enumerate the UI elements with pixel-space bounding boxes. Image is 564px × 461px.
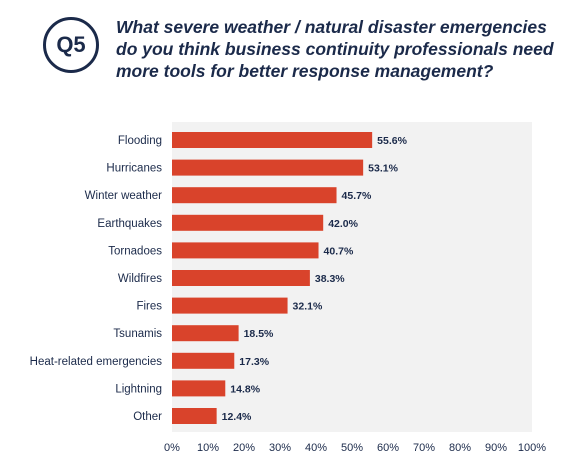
x-tick-label: 30% [269, 442, 291, 454]
bar [172, 380, 226, 397]
x-axis-ticks-group: 0% 10% 20% 30% 40% 50% 60% 70% 80% 90% 100% [164, 442, 546, 454]
x-tick-label: 50% [341, 442, 363, 454]
value-label: 14.8% [230, 383, 260, 395]
bar [172, 187, 337, 204]
category-label: Winter weather [85, 190, 163, 202]
category-label: Other [133, 411, 162, 423]
x-tick-label: 20% [233, 442, 255, 454]
x-tick-label: 0% [164, 442, 180, 454]
category-label: Tornadoes [108, 245, 162, 257]
value-label: 42.0% [328, 218, 358, 230]
value-label: 38.3% [315, 273, 345, 285]
bar [172, 270, 310, 286]
bar [172, 242, 319, 259]
bars-group [172, 132, 373, 424]
question-title: What severe weather / natural disaster e… [116, 17, 554, 81]
x-tick-label: 10% [197, 442, 219, 454]
x-tick-label: 100% [518, 442, 546, 454]
x-tick-label: 70% [413, 442, 435, 454]
question-badge: Q5 [43, 17, 99, 73]
bar [172, 297, 288, 314]
category-label: Earthquakes [97, 218, 162, 230]
category-label: Fires [136, 301, 162, 313]
bar [172, 159, 364, 176]
x-tick-label: 80% [449, 442, 471, 454]
category-label: Lightning [115, 383, 162, 395]
value-label: 17.3% [239, 356, 269, 368]
value-label: 53.1% [368, 163, 398, 175]
value-labels-group: 55.6% 53.1% 45.7% 42.0% 40.7% 38.3% 32.1% 18.5%… [222, 135, 408, 423]
x-tick-label: 90% [485, 442, 507, 454]
category-label: Flooding [118, 135, 162, 147]
bar [172, 408, 217, 424]
category-label: Heat-related emergencies [30, 356, 163, 368]
category-labels-group: Flooding Hurricanes Winter weather Earthqua… [30, 135, 163, 423]
value-label: 18.5% [244, 328, 274, 340]
question-number: Q5 [56, 32, 86, 57]
bar [172, 325, 239, 342]
category-label: Wildfires [118, 273, 162, 285]
value-label: 55.6% [377, 135, 407, 147]
value-label: 45.7% [342, 190, 372, 202]
bar [172, 132, 373, 148]
category-label: Hurricanes [106, 163, 162, 175]
value-label: 40.7% [324, 245, 354, 257]
category-label: Tsunamis [113, 328, 162, 340]
value-label: 12.4% [222, 411, 252, 423]
bar [172, 214, 324, 231]
x-tick-label: 60% [377, 442, 399, 454]
value-label: 32.1% [293, 301, 323, 313]
bar [172, 352, 235, 369]
x-tick-label: 40% [305, 442, 327, 454]
